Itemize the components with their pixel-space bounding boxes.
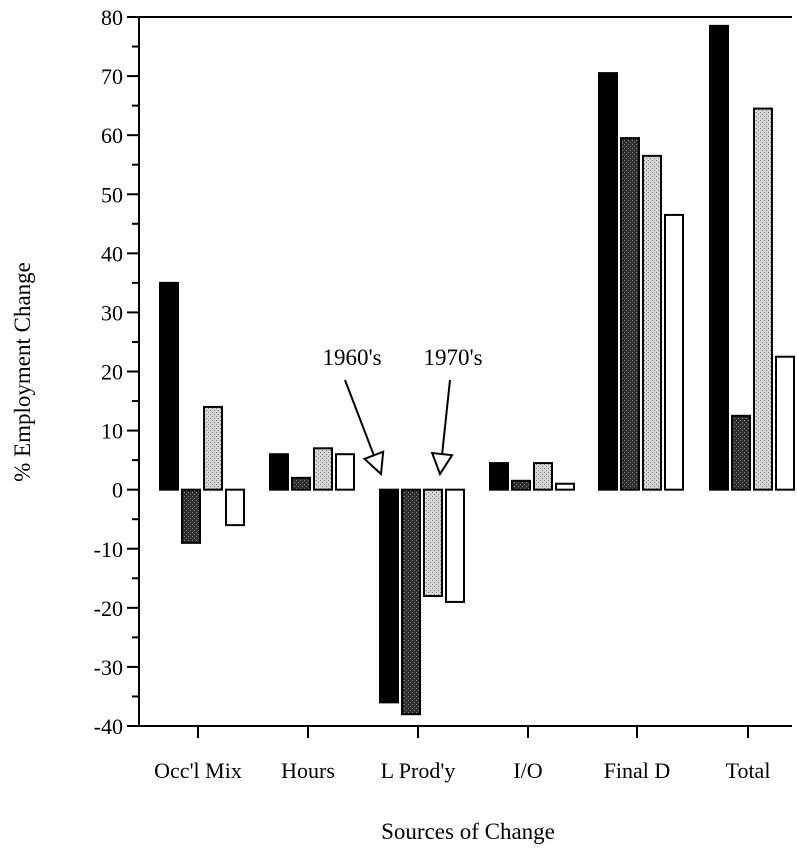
bar [511, 479, 531, 491]
bar [225, 488, 245, 527]
y-tick-label: -10 [94, 537, 123, 562]
y-tick-label: 30 [101, 300, 123, 325]
x-tick-label: I/O [513, 758, 542, 783]
annotation-label: 1970's [423, 345, 482, 370]
y-tick-label: 50 [101, 182, 123, 207]
bar [291, 476, 311, 491]
bar [445, 488, 465, 603]
y-tick-label: 40 [101, 241, 123, 266]
bar [620, 137, 640, 491]
annotation-label: 1960's [322, 345, 381, 370]
x-tick-label: L Prod'y [381, 758, 456, 783]
annotation-arrow-shaft [441, 379, 451, 455]
annotation-arrow-shaft [344, 379, 375, 456]
bar [709, 24, 729, 491]
bar [401, 488, 421, 716]
x-tick-label: Total [726, 758, 771, 783]
plot-axes [138, 16, 792, 727]
bar [775, 355, 795, 491]
bar [423, 488, 443, 598]
bar [379, 488, 399, 704]
y-tick-label: 10 [101, 419, 123, 444]
bar [731, 414, 751, 491]
annotation-arrow-head [362, 450, 385, 477]
bar [203, 405, 223, 491]
x-tick-label: Final D [604, 758, 671, 783]
y-axis-title: % Employment Change [10, 262, 35, 482]
annotations: 1960's 1970's [322, 345, 483, 477]
bar [642, 154, 662, 491]
bar [598, 72, 618, 491]
y-tick-label: 80 [101, 5, 123, 30]
x-axis-ticks: Occ'l Mix Hours L Prod'y I/O Final D Total [154, 726, 770, 783]
y-tick-label: -30 [94, 655, 123, 680]
bar [269, 453, 289, 491]
x-tick-label: Occ'l Mix [154, 758, 242, 783]
axis-frame [138, 17, 792, 727]
bar [159, 281, 179, 491]
x-axis-title: Sources of Change [381, 819, 555, 844]
bar [335, 453, 355, 491]
y-tick-label: 60 [101, 123, 123, 148]
y-tick-label: 20 [101, 360, 123, 385]
bar [533, 462, 553, 491]
bar [753, 107, 773, 491]
bar [555, 482, 575, 491]
y-axis-ticks: 80 70 60 50 40 30 20 10 0 -10 -20 -30 -40 [94, 5, 139, 739]
bars-group [159, 24, 795, 716]
y-tick-label: 0 [112, 478, 123, 503]
y-tick-label: 70 [101, 64, 123, 89]
y-tick-label: -20 [94, 596, 123, 621]
bar [664, 213, 684, 491]
bar [313, 447, 333, 491]
bar [181, 488, 201, 544]
bar [489, 462, 509, 491]
y-tick-label: -40 [94, 714, 123, 739]
x-tick-label: Hours [281, 758, 335, 783]
annotation-arrow-head [430, 451, 454, 477]
